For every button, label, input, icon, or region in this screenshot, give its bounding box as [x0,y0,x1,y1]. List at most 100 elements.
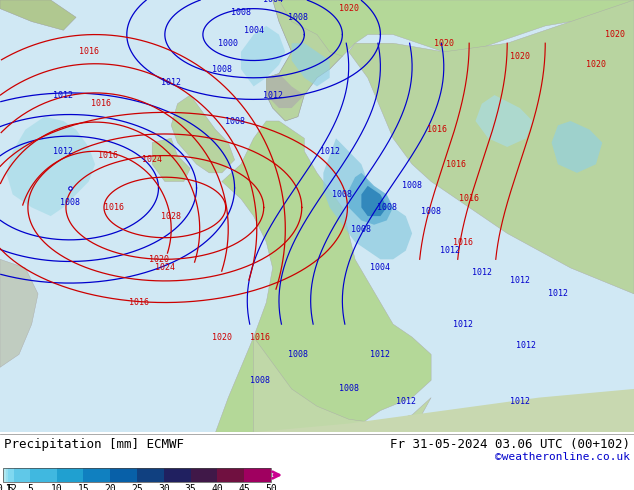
Text: 1008: 1008 [231,8,251,18]
Bar [4,468,6,482]
Text: 1020: 1020 [434,39,454,48]
Text: 15: 15 [77,484,89,490]
Polygon shape [266,0,349,121]
Polygon shape [254,337,431,432]
Bar [191,468,217,482]
Text: 1012: 1012 [53,91,74,99]
Polygon shape [266,74,304,108]
Text: 1004: 1004 [262,0,283,4]
Text: 1012: 1012 [440,246,460,255]
Text: 1008: 1008 [60,198,80,207]
Polygon shape [292,43,330,86]
Bar [3,468,271,482]
Text: 1008: 1008 [377,203,397,212]
Text: 1000: 1000 [218,39,238,48]
Text: 1020: 1020 [586,60,606,69]
Polygon shape [216,121,431,432]
Text: 1008: 1008 [351,224,372,234]
Polygon shape [152,138,190,181]
Text: 1004: 1004 [370,264,391,272]
Text: 1012: 1012 [472,268,492,277]
Polygon shape [361,186,387,216]
Text: 1016: 1016 [79,48,99,56]
Text: 5: 5 [27,484,33,490]
Text: 2: 2 [11,484,16,490]
Text: 1012: 1012 [453,319,473,329]
Text: 1: 1 [6,484,11,490]
Polygon shape [323,138,412,259]
Text: 1008: 1008 [421,207,441,216]
Text: 1008: 1008 [402,181,422,190]
Text: 1004: 1004 [243,26,264,35]
Text: 1016: 1016 [129,298,150,307]
Text: Precipitation [mm] ECMWF: Precipitation [mm] ECMWF [4,438,184,451]
Text: 1008: 1008 [250,376,270,385]
Text: 1012: 1012 [161,77,181,87]
Text: 0.5: 0.5 [0,484,15,490]
Text: ©weatheronline.co.uk: ©weatheronline.co.uk [495,452,630,462]
Polygon shape [0,259,38,368]
Polygon shape [241,26,285,86]
Polygon shape [552,121,602,173]
Text: 1016: 1016 [104,203,124,212]
Text: 35: 35 [184,484,197,490]
Text: 1020: 1020 [339,4,359,13]
Text: 1016: 1016 [453,238,473,246]
Text: 20: 20 [105,484,116,490]
Text: 1012: 1012 [510,397,530,406]
Polygon shape [349,173,393,225]
Bar [244,468,271,482]
Text: 1008: 1008 [339,385,359,393]
Bar [84,468,110,482]
Text: 1016: 1016 [427,125,448,134]
Bar [8,468,14,482]
Text: 1008: 1008 [288,350,308,359]
Text: 1024: 1024 [155,264,175,272]
Text: 1012: 1012 [53,147,74,156]
Bar [30,468,56,482]
Text: 50: 50 [265,484,277,490]
Bar [56,468,84,482]
Text: 1020: 1020 [605,30,625,39]
Text: 1028: 1028 [161,212,181,220]
Polygon shape [171,95,235,173]
Text: 40: 40 [212,484,223,490]
Text: 1012: 1012 [510,276,530,285]
Text: 1016: 1016 [98,151,118,160]
Text: 1016: 1016 [459,195,479,203]
Text: 1012: 1012 [548,290,568,298]
Bar [14,468,30,482]
Text: 1020: 1020 [510,51,530,61]
Text: 1016: 1016 [250,333,270,342]
Text: 30: 30 [158,484,170,490]
Polygon shape [0,0,634,432]
Bar [137,468,164,482]
Text: 1012: 1012 [262,91,283,99]
Bar [110,468,137,482]
Text: 10: 10 [51,484,63,490]
Polygon shape [476,95,533,147]
Polygon shape [6,117,95,216]
Text: 1008: 1008 [212,65,232,74]
Polygon shape [279,0,634,56]
Text: 25: 25 [131,484,143,490]
Text: 1012: 1012 [516,341,536,350]
Bar [217,468,244,482]
Text: 1016: 1016 [446,160,467,169]
Text: 1012: 1012 [320,147,340,156]
Text: 1024: 1024 [142,155,162,165]
Text: 0.1: 0.1 [0,484,12,490]
Text: 1012: 1012 [396,397,416,406]
Text: 1020: 1020 [148,255,169,264]
Text: 1008: 1008 [288,13,308,22]
Text: Fr 31-05-2024 03.06 UTC (00+102): Fr 31-05-2024 03.06 UTC (00+102) [390,438,630,451]
Text: 1008: 1008 [332,190,353,199]
Polygon shape [0,0,76,30]
Text: 1012: 1012 [370,350,391,359]
Text: 45: 45 [238,484,250,490]
Polygon shape [0,389,634,432]
Bar [6,468,8,482]
Text: 1008: 1008 [224,117,245,125]
Text: 1020: 1020 [212,333,232,342]
Text: 1016: 1016 [91,99,112,108]
